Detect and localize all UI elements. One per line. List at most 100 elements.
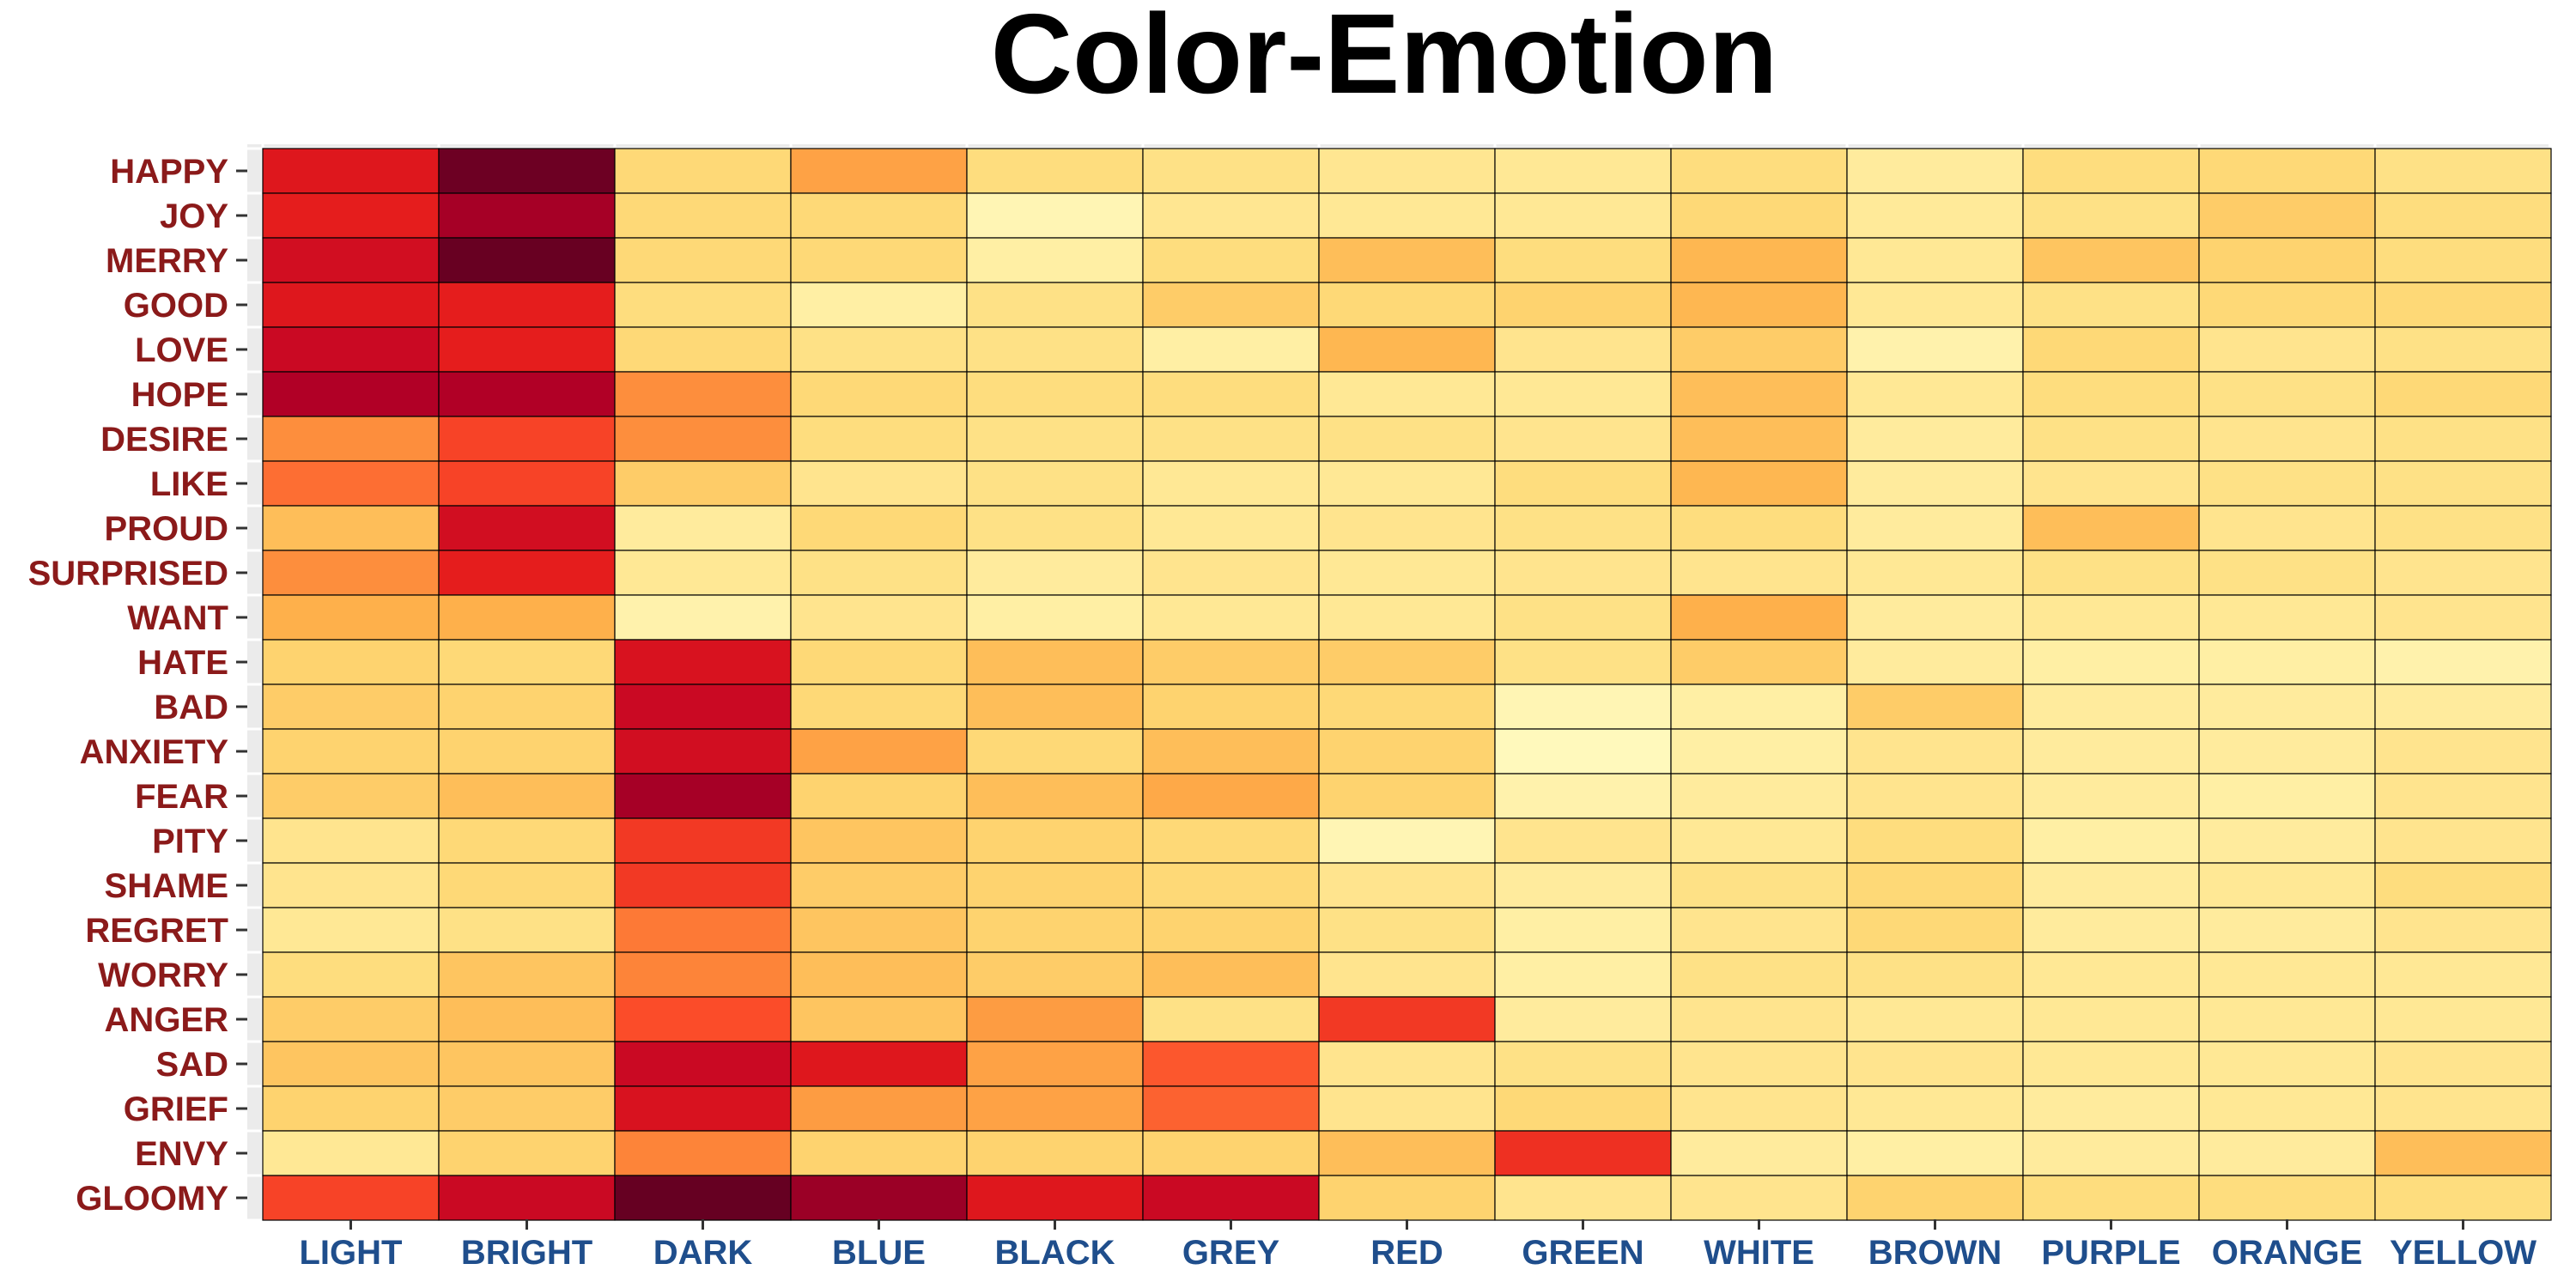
row-tick-label: REGRET	[85, 912, 228, 950]
heatmap-cell	[1494, 683, 1672, 730]
heatmap-cell	[2022, 683, 2200, 730]
heatmap-cell	[966, 416, 1144, 462]
heatmap-cell	[1670, 728, 1848, 775]
column-tick-label: ORANGE	[2212, 1234, 2363, 1272]
heatmap-cell	[1142, 1130, 1320, 1176]
heatmap-cell	[1318, 550, 1496, 596]
heatmap-cell	[790, 907, 968, 953]
heatmap-cell	[614, 416, 792, 462]
heatmap-cell	[790, 416, 968, 462]
row-tick-label: LIKE	[150, 465, 228, 503]
heatmap-cell	[614, 1130, 792, 1176]
heatmap-cell	[1670, 951, 1848, 998]
heatmap-cell	[262, 996, 440, 1042]
heatmap-cell	[1494, 773, 1672, 819]
heatmap-cell	[614, 460, 792, 507]
heatmap-cell	[966, 951, 1144, 998]
heatmap-cell	[1142, 1085, 1320, 1132]
heatmap-cell	[614, 683, 792, 730]
heatmap-cell	[1142, 237, 1320, 283]
heatmap-cell	[438, 639, 616, 685]
heatmap-cell	[790, 505, 968, 551]
heatmap-cell	[1846, 148, 2024, 194]
heatmap-cell	[1846, 1130, 2024, 1176]
heatmap-cell	[262, 505, 440, 551]
heatmap-cell	[1494, 594, 1672, 641]
heatmap-cell	[1494, 148, 1672, 194]
heatmap-cell	[262, 1041, 440, 1087]
heatmap-cell	[1846, 1175, 2024, 1221]
row-tick-label: HAPPY	[110, 153, 228, 191]
heatmap-cell	[2374, 326, 2552, 373]
row-tick-label: SAD	[156, 1046, 228, 1084]
heatmap-cell	[1142, 460, 1320, 507]
heatmap-cell	[1318, 639, 1496, 685]
heatmap-cell	[438, 594, 616, 641]
heatmap-cell	[1670, 996, 1848, 1042]
heatmap-cell	[2198, 505, 2376, 551]
column-tick-label: LIGHT	[300, 1234, 403, 1272]
column-tick-label: YELLOW	[2390, 1234, 2537, 1272]
heatmap-cell	[1142, 639, 1320, 685]
heatmap-cell	[2374, 371, 2552, 417]
heatmap-cell	[1846, 951, 2024, 998]
heatmap-cell	[2374, 1041, 2552, 1087]
heatmap-cell	[2022, 1175, 2200, 1221]
heatmap-cell	[2374, 951, 2552, 998]
heatmap-cell	[2022, 817, 2200, 864]
heatmap-cell	[1846, 237, 2024, 283]
heatmap-cell	[1318, 326, 1496, 373]
heatmap-cell	[790, 683, 968, 730]
heatmap-cell	[1846, 550, 2024, 596]
heatmap-cell	[2198, 550, 2376, 596]
heatmap-cell	[2198, 416, 2376, 462]
heatmap-cell	[2022, 550, 2200, 596]
heatmap-cell	[1318, 1130, 1496, 1176]
heatmap-cell	[1318, 817, 1496, 864]
row-labels: HAPPY JOY MERRY GOOD LOVE HOPE DESIRE LIKE PROUD…	[28, 153, 247, 1218]
heatmap-cell	[614, 326, 792, 373]
heatmap-cell	[790, 639, 968, 685]
heatmap-cell	[2374, 639, 2552, 685]
heatmap-cell	[1846, 1041, 2024, 1087]
heatmap-cell	[1494, 1085, 1672, 1132]
heatmap-cell	[1846, 773, 2024, 819]
heatmap-cell	[790, 594, 968, 641]
heatmap-cell	[438, 728, 616, 775]
heatmap-cell	[2374, 550, 2552, 596]
heatmap-cell	[1318, 282, 1496, 328]
heatmap-cell	[1670, 460, 1848, 507]
heatmap-cell	[438, 237, 616, 283]
heatmap-cell	[614, 148, 792, 194]
heatmap-cell	[614, 1085, 792, 1132]
heatmap-cell	[2374, 594, 2552, 641]
heatmap-cell	[1494, 951, 1672, 998]
heatmap-cell	[2198, 1085, 2376, 1132]
heatmap-cell	[1494, 237, 1672, 283]
heatmap-cell	[2374, 282, 2552, 328]
row-tick-label: SHAME	[105, 867, 228, 905]
heatmap-cell	[1670, 1130, 1848, 1176]
heatmap-cell	[2198, 148, 2376, 194]
heatmap-cell	[1318, 907, 1496, 953]
row-tick-label: GOOD	[124, 287, 228, 325]
heatmap-cell	[1318, 862, 1496, 908]
heatmap-cell	[790, 460, 968, 507]
heatmap-cell	[1494, 1130, 1672, 1176]
heatmap-cell	[1318, 996, 1496, 1042]
row-tick-label: MERRY	[106, 242, 228, 280]
heatmap-cell	[790, 996, 968, 1042]
heatmap-cell	[2374, 996, 2552, 1042]
heatmap-cell	[438, 1085, 616, 1132]
heatmap-cell	[2022, 326, 2200, 373]
heatmap-cell	[438, 1130, 616, 1176]
heatmap-cell	[1142, 951, 1320, 998]
heatmap-cell	[2198, 951, 2376, 998]
heatmap-cell	[438, 1041, 616, 1087]
heatmap-cell	[2374, 907, 2552, 953]
heatmap-cell	[1846, 594, 2024, 641]
heatmap-cell	[262, 594, 440, 641]
heatmap-cell	[1318, 728, 1496, 775]
heatmap-cell	[2198, 371, 2376, 417]
heatmap-cell	[1670, 505, 1848, 551]
